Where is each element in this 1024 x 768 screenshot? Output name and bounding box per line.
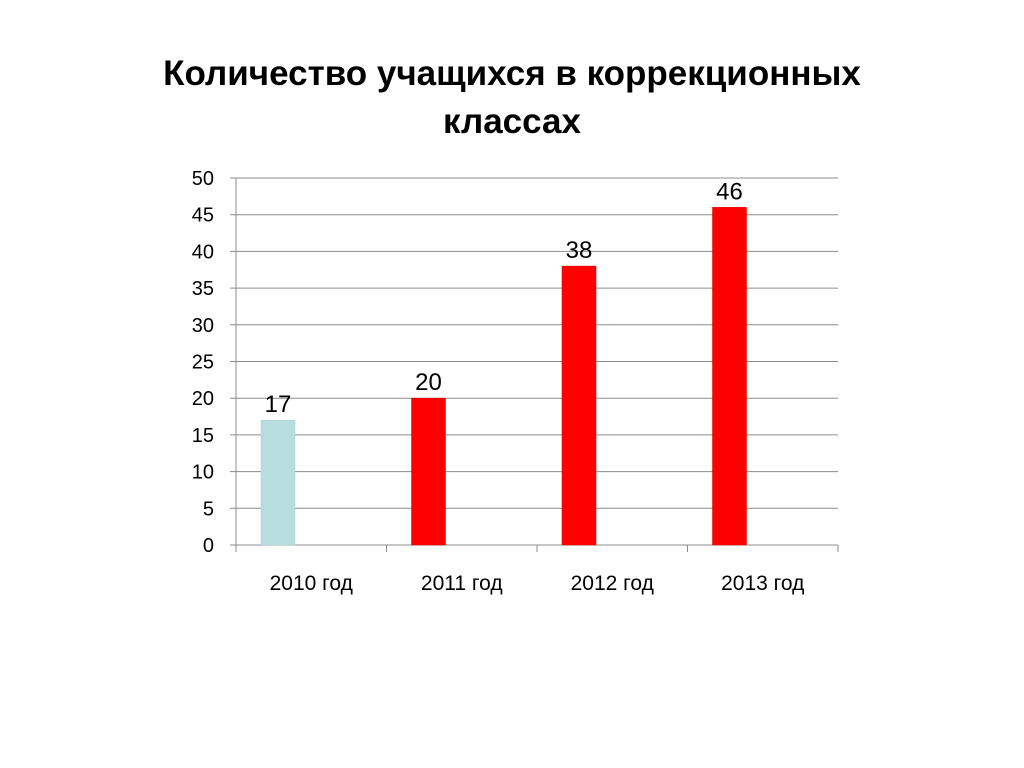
x-tick-label: 2012 год — [571, 572, 654, 595]
chart-title-line-2: классах — [443, 102, 581, 141]
y-tick-label: 35 — [192, 278, 214, 300]
x-tick-label: 2010 год — [270, 572, 353, 595]
y-tick-label: 0 — [203, 535, 214, 557]
chart-title: Количество учащихся в коррекционных клас… — [60, 50, 964, 146]
bar — [712, 207, 747, 546]
y-tick-label: 15 — [192, 425, 214, 447]
y-tick-label: 20 — [192, 388, 214, 410]
bar — [561, 265, 597, 546]
data-label: 46 — [716, 178, 743, 205]
x-tick-label: 2013 год — [721, 572, 804, 595]
y-tick-label: 45 — [192, 205, 214, 227]
bar — [260, 419, 296, 546]
y-tick-label: 5 — [203, 498, 214, 520]
y-tick-label: 40 — [192, 241, 214, 263]
bar — [411, 397, 446, 546]
chart-title-line-1: Количество учащихся в коррекционных — [163, 54, 861, 93]
data-label: 38 — [566, 237, 593, 264]
y-tick-label: 25 — [192, 352, 214, 374]
y-tick-label: 50 — [192, 168, 214, 190]
y-tick-label: 10 — [192, 462, 214, 484]
data-label: 20 — [415, 369, 442, 396]
data-label: 17 — [265, 391, 292, 418]
y-tick-label: 30 — [192, 315, 214, 337]
x-tick-label: 2011 год — [421, 572, 503, 595]
